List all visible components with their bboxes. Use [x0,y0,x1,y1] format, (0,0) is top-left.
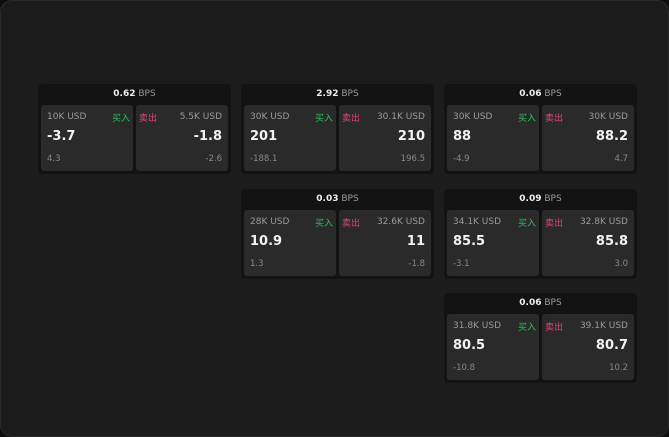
bid-quantity: 28K USD [250,217,290,227]
sell-label: 卖出 [342,114,361,124]
bid-quantity: 30K USD [453,112,493,122]
bid-change: -10.8 [453,363,475,373]
bid-price: -3.7 [47,129,76,144]
spread-header: 0.62 BPS [38,84,231,105]
sell-tile[interactable]: 卖出 39.1K USD 80.7 10.2 [542,314,634,380]
bid-quantity: 10K USD [47,112,87,122]
buy-label: 买入 [314,114,333,124]
spread-unit: BPS [138,89,156,99]
buy-label: 买入 [111,114,130,124]
ask-change: 10.2 [609,363,628,373]
buy-tile[interactable]: 10K USD 买入 -3.7 4.3 [41,105,133,171]
spread-header: 0.03 BPS [241,189,434,210]
spread-header: 0.06 BPS [444,293,637,314]
quote-card: 0.09 BPS 34.1K USD 买入 85.5 -3.1 卖出 32.8K… [444,189,637,279]
spread-unit: BPS [341,194,359,204]
spread-value: 0.03 [316,194,339,204]
ask-change: -2.6 [205,154,222,164]
buy-tile[interactable]: 30K USD 买入 88 -4.9 [447,105,539,171]
ask-change: -1.8 [408,259,425,269]
sell-tile[interactable]: 卖出 32.6K USD 11 -1.8 [339,210,431,276]
bid-price: 201 [250,129,278,144]
ask-change: 4.7 [614,154,628,164]
bid-price: 85.5 [453,234,486,249]
quote-card: 0.06 BPS 31.8K USD 买入 80.5 -10.8 卖出 39.1… [444,293,637,383]
buy-tile[interactable]: 34.1K USD 买入 85.5 -3.1 [447,210,539,276]
sell-label: 卖出 [545,323,564,333]
ask-price: 11 [406,234,425,249]
buy-tile[interactable]: 28K USD 买入 10.9 1.3 [244,210,336,276]
sell-tile[interactable]: 卖出 32.8K USD 85.8 3.0 [542,210,634,276]
bid-quantity: 34.1K USD [453,217,502,227]
ask-price: 80.7 [595,338,628,353]
spread-value: 0.06 [519,298,542,308]
ask-quantity: 32.6K USD [376,217,425,227]
sell-tile[interactable]: 卖出 5.5K USD -1.8 -2.6 [136,105,228,171]
quote-card: 2.92 BPS 30K USD 买入 201 -188.1 卖出 30.1K … [241,84,434,174]
bid-change: -4.9 [453,154,470,164]
bid-price: 10.9 [250,234,283,249]
buy-label: 买入 [314,219,333,229]
bid-change: 4.3 [47,154,61,164]
bid-price: 80.5 [453,338,486,353]
spread-header: 0.09 BPS [444,189,637,210]
buy-label: 买入 [517,323,536,333]
bid-change: -188.1 [250,154,278,164]
ask-price: 210 [397,129,425,144]
spread-value: 0.06 [519,89,542,99]
ask-quantity: 30K USD [588,112,628,122]
spread-header: 2.92 BPS [241,84,434,105]
ask-change: 3.0 [614,259,628,269]
ask-price: -1.8 [193,129,222,144]
sell-tile[interactable]: 卖出 30K USD 88.2 4.7 [542,105,634,171]
sell-tile[interactable]: 卖出 30.1K USD 210 196.5 [339,105,431,171]
buy-label: 买入 [517,219,536,229]
ask-change: 196.5 [400,154,425,164]
bid-price: 88 [453,129,472,144]
bid-change: -3.1 [453,259,470,269]
bid-change: 1.3 [250,259,264,269]
spread-unit: BPS [341,89,359,99]
spread-value: 2.92 [316,89,339,99]
spread-unit: BPS [544,298,562,308]
sell-label: 卖出 [545,219,564,229]
spread-unit: BPS [544,194,562,204]
ask-price: 88.2 [595,129,628,144]
quote-card: 0.06 BPS 30K USD 买入 88 -4.9 卖出 30K USD 8… [444,84,637,174]
spread-value: 0.62 [113,89,136,99]
buy-tile[interactable]: 30K USD 买入 201 -188.1 [244,105,336,171]
quote-card: 0.03 BPS 28K USD 买入 10.9 1.3 卖出 32.6K US… [241,189,434,279]
bid-quantity: 30K USD [250,112,290,122]
spread-value: 0.09 [519,194,542,204]
buy-label: 买入 [517,114,536,124]
ask-quantity: 32.8K USD [579,217,628,227]
bid-quantity: 31.8K USD [453,321,502,331]
sell-label: 卖出 [342,219,361,229]
spread-unit: BPS [544,89,562,99]
ask-quantity: 5.5K USD [179,112,222,122]
spread-header: 0.06 BPS [444,84,637,105]
buy-tile[interactable]: 31.8K USD 买入 80.5 -10.8 [447,314,539,380]
ask-quantity: 30.1K USD [376,112,425,122]
ask-price: 85.8 [595,234,628,249]
ask-quantity: 39.1K USD [579,321,628,331]
sell-label: 卖出 [139,114,158,124]
quote-card: 0.62 BPS 10K USD 买入 -3.7 4.3 卖出 5.5K USD… [38,84,231,174]
sell-label: 卖出 [545,114,564,124]
